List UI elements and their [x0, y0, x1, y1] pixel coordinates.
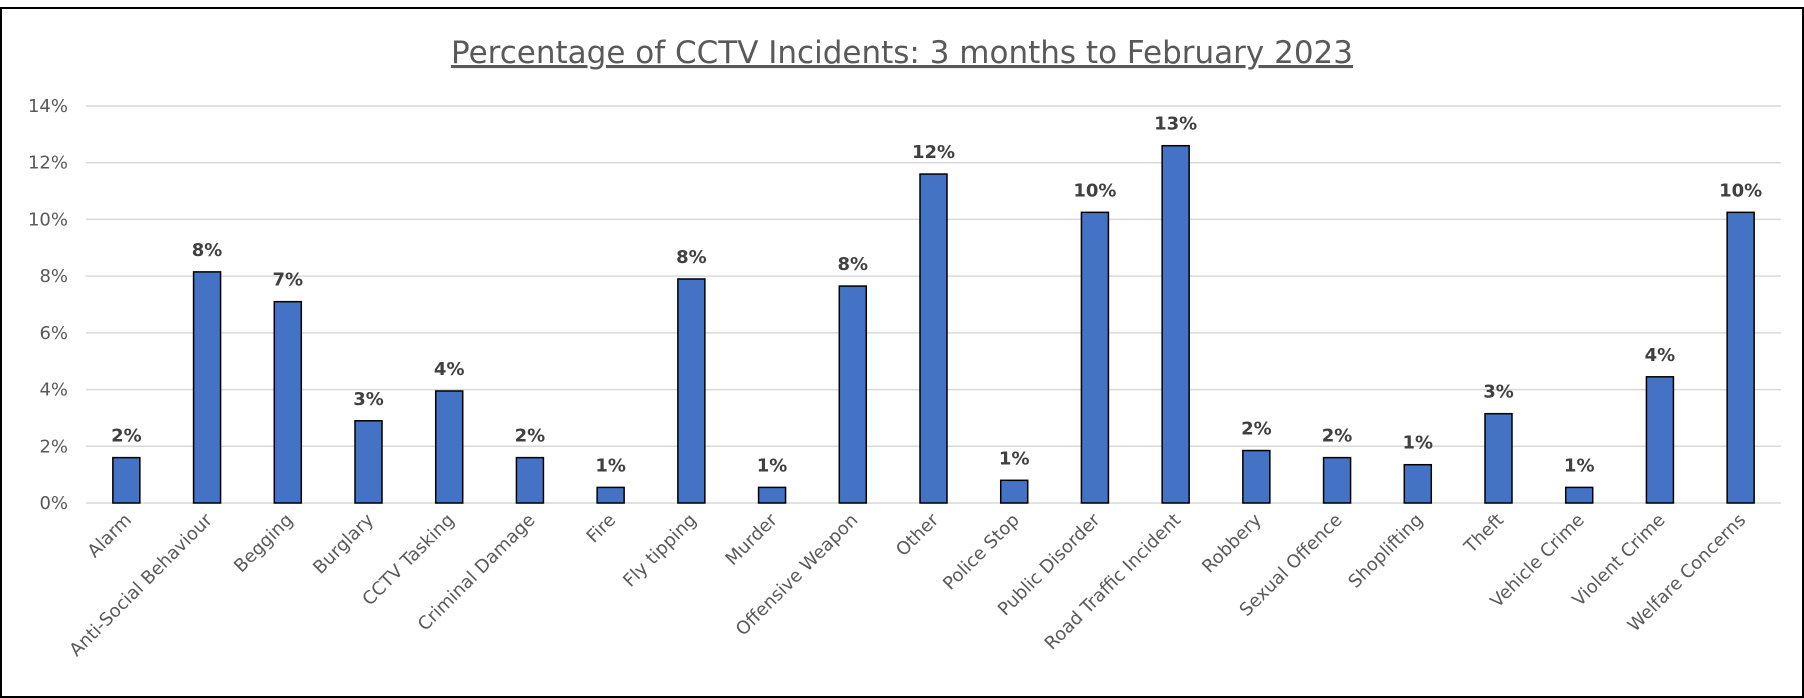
y-tick-label: 4% — [39, 380, 68, 401]
bar — [1726, 211, 1755, 504]
y-tick-label: 10% — [28, 209, 68, 230]
bar — [1080, 211, 1110, 504]
value-label: 3% — [1483, 382, 1514, 403]
bar — [515, 456, 545, 504]
bar — [192, 271, 222, 504]
value-label: 10% — [1073, 180, 1116, 201]
value-label: 10% — [1719, 180, 1762, 201]
value-label: 2% — [1241, 419, 1272, 440]
bar — [1322, 456, 1352, 504]
value-label: 1% — [757, 455, 788, 476]
value-label: 1% — [999, 448, 1030, 469]
bar — [434, 390, 464, 504]
bar — [1403, 463, 1433, 504]
bar — [1645, 376, 1675, 504]
bar — [354, 420, 383, 504]
value-label: 2% — [515, 426, 546, 447]
bar — [999, 479, 1029, 504]
value-label: 13% — [1154, 114, 1197, 135]
y-tick-label: 6% — [39, 323, 68, 344]
bar — [919, 173, 948, 504]
bar — [112, 456, 141, 504]
value-label: 8% — [838, 254, 869, 275]
value-label: 4% — [1645, 345, 1676, 366]
bar — [1161, 144, 1190, 504]
bar — [838, 285, 868, 504]
bar — [273, 300, 303, 504]
value-label: 1% — [1403, 433, 1434, 454]
value-label: 12% — [912, 142, 955, 163]
y-tick-label: 14% — [28, 96, 68, 117]
y-tick-label: 0% — [39, 493, 68, 514]
value-label: 2% — [111, 426, 142, 447]
chart-title: Percentage of CCTV Incidents: 3 months t… — [451, 35, 1353, 71]
value-label: 8% — [192, 240, 223, 261]
y-tick-label: 8% — [39, 266, 68, 287]
bar — [1242, 449, 1271, 504]
bar — [1484, 412, 1513, 504]
value-label: 3% — [353, 389, 384, 410]
value-label: 7% — [273, 270, 304, 291]
chart-frame — [0, 7, 1804, 698]
value-label: 1% — [595, 455, 626, 476]
value-label: 4% — [434, 359, 465, 380]
value-label: 1% — [1564, 455, 1595, 476]
bar — [1564, 486, 1594, 504]
value-label: 8% — [676, 247, 707, 268]
value-label: 2% — [1322, 426, 1353, 447]
y-tick-label: 12% — [28, 153, 68, 174]
bar — [677, 278, 706, 504]
bar — [596, 486, 625, 504]
bar — [757, 486, 787, 504]
y-tick-label: 2% — [39, 436, 68, 457]
